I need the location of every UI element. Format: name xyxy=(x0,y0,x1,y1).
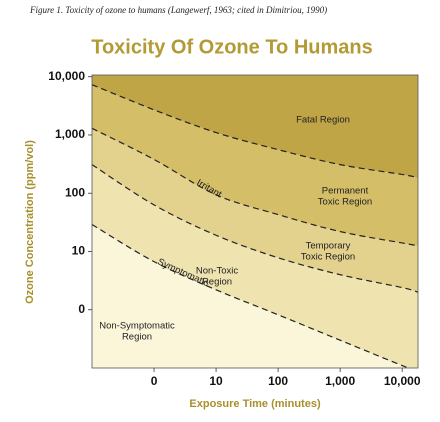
boundary-curve xyxy=(92,164,418,293)
boundary-curve xyxy=(92,127,418,247)
y-tick-label: 100 xyxy=(65,185,85,199)
region-label: Temporary xyxy=(306,241,351,252)
region-label: Region xyxy=(202,277,232,288)
region-label: Non-Symptomatic xyxy=(99,321,175,332)
region-area xyxy=(92,75,418,178)
plot-frame xyxy=(91,74,419,369)
region-label: Toxic Region xyxy=(301,252,355,263)
boundary-curve xyxy=(92,84,418,179)
y-tick-label: 10 xyxy=(72,244,86,258)
x-tick-label: 1,000 xyxy=(325,374,355,388)
boundary-curve xyxy=(92,224,410,368)
region-label: Non-Toxic xyxy=(196,266,238,277)
caption: Figure 1. Toxicity of ozone to humans (L… xyxy=(29,5,327,15)
x-tick-label: 10,000 xyxy=(384,374,421,388)
x-tick-label: 100 xyxy=(268,374,288,388)
x-axis-title: Exposure Time (minutes) xyxy=(189,398,321,410)
x-tick-label: 10 xyxy=(209,374,223,388)
y-tick-label: 1,000 xyxy=(55,127,85,141)
chart-title: Toxicity Of Ozone To Humans xyxy=(91,36,373,58)
y-axis-title: Ozone Concentration (ppm/vol) xyxy=(24,140,36,304)
y-tick-label: 0 xyxy=(78,302,85,316)
region-label: Toxic Region xyxy=(318,197,372,208)
region-label: Permanent xyxy=(322,186,369,197)
y-tick-label: 10,000 xyxy=(48,69,85,83)
plot-area xyxy=(92,75,418,368)
region-label: Region xyxy=(122,332,152,343)
x-tick-label: 0 xyxy=(151,374,158,388)
region-label: Fatal Region xyxy=(296,115,350,126)
